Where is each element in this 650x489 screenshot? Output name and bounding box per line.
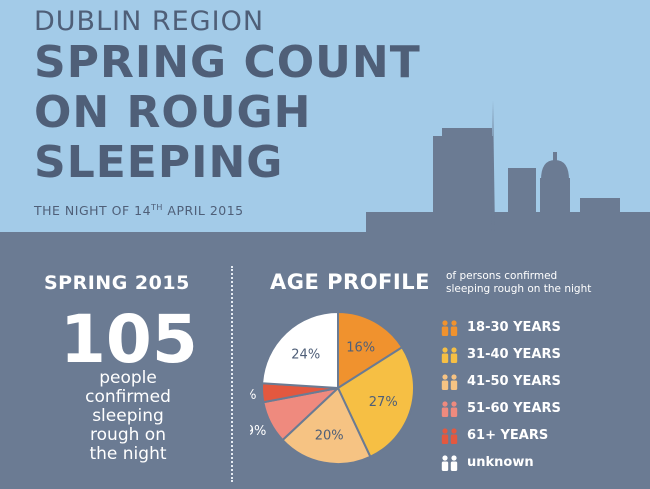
section-divider: [231, 266, 233, 482]
pie-slice: [261, 310, 339, 390]
legend-item: 18-30 YEARS: [440, 314, 561, 341]
count-description-line: rough on: [90, 425, 166, 445]
age-profile-subtitle-line: sleeping rough on the night: [446, 283, 592, 295]
legend-item: 41-50 YEARS: [440, 368, 561, 395]
pie-slice: [281, 386, 372, 465]
legend-item: 51-60 YEARS: [440, 395, 561, 422]
legend-label: 31-40 YEARS: [467, 347, 561, 362]
title-line: ON ROUGH: [34, 87, 312, 138]
pie-slice: [336, 345, 415, 459]
legend-label: 51-60 YEARS: [467, 401, 561, 416]
pie-slice-label: 9%: [250, 424, 266, 439]
age-profile-subtitle: of persons confirmed sleeping rough on t…: [446, 270, 591, 296]
age-profile-heading: AGE PROFILE: [270, 270, 430, 294]
pie-slice-label: 27%: [369, 395, 398, 410]
page-title: SPRING COUNT ON ROUGH SLEEPING: [34, 38, 421, 188]
night-date-ordinal: TH: [151, 203, 163, 212]
pie-slice: [337, 310, 404, 390]
people-count: 105: [60, 301, 198, 378]
legend-label: 18-30 YEARS: [467, 320, 561, 335]
age-legend: 18-30 YEARS 31-40 YEARS 41-50 YEARS 51-60 Y…: [440, 314, 561, 476]
count-description-line: sleeping: [92, 406, 164, 426]
age-profile-subtitle-line: of persons confirmed: [446, 270, 558, 282]
people-icon: [441, 319, 458, 336]
people-icon: [441, 346, 458, 363]
legend-item: 31-40 YEARS: [440, 341, 561, 368]
legend-label: 61+ YEARS: [467, 428, 549, 443]
spring-heading: SPRING 2015: [44, 272, 190, 294]
count-description-line: the night: [89, 444, 167, 464]
night-date-suffix: APRIL 2015: [162, 203, 244, 219]
pie-slice-label: 24%: [291, 348, 320, 363]
legend-item: 61+ YEARS: [440, 422, 561, 449]
night-date: THE NIGHT OF 14TH APRIL 2015: [34, 203, 244, 218]
people-icon: [441, 400, 458, 417]
count-description-line: confirmed: [85, 387, 171, 407]
legend-label: unknown: [467, 455, 534, 470]
people-icon: [441, 454, 458, 471]
night-date-prefix: THE NIGHT OF 14: [34, 203, 152, 219]
pie-slice-label: 20%: [315, 428, 344, 443]
title-line: SPRING COUNT: [34, 37, 421, 88]
pie-slice-label: 16%: [346, 341, 375, 356]
count-description-line: people: [99, 368, 157, 388]
pie-slice-label: 4%: [250, 388, 256, 403]
count-description: people confirmed sleeping rough on the n…: [58, 369, 198, 464]
legend-item: unknown: [440, 449, 561, 476]
people-icon: [441, 427, 458, 444]
dublin-skyline-illustration: [0, 100, 650, 240]
legend-label: 41-50 YEARS: [467, 374, 561, 389]
people-icon: [441, 373, 458, 390]
age-profile-pie-chart: 16% 27% 20% 9% 4% 24%: [250, 310, 415, 465]
region-label: DUBLIN REGION: [34, 6, 265, 37]
title-line: SLEEPING: [34, 137, 284, 188]
